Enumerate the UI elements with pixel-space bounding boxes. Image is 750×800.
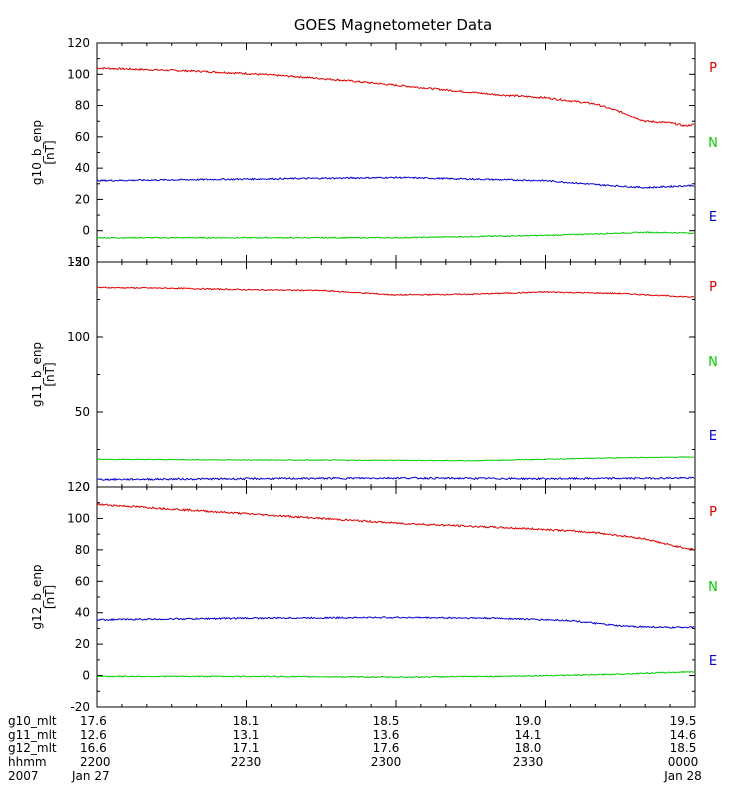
footer-value: 2300	[371, 755, 402, 769]
panel-1: -20 0 20 40 60 80 100 120 g10_b_enp [nT] P N E	[30, 36, 718, 269]
footer-value: 0000	[668, 755, 699, 769]
footer-value: 14.6	[670, 728, 697, 742]
y-tick-label: 80	[75, 543, 90, 557]
y-tick-label: 0	[82, 224, 90, 238]
y-axis-units: [nT]	[43, 362, 57, 386]
series-label-N: N	[708, 355, 718, 370]
series-line-E	[96, 476, 695, 481]
footer-value: 17.6	[80, 714, 107, 728]
footer-row-label: g11_mlt	[8, 728, 57, 742]
footer-value: 2200	[80, 755, 111, 769]
chart-title: GOES Magnetometer Data	[294, 16, 492, 34]
footer-value: 18.1	[233, 714, 260, 728]
y-tick-label: 40	[75, 606, 90, 620]
series-label-P: P	[709, 505, 717, 520]
series-line-N	[96, 231, 695, 239]
series-label-P: P	[709, 280, 717, 295]
footer-row-label: hhmm	[8, 755, 47, 769]
y-tick-label: 120	[67, 480, 90, 494]
series-line-N	[96, 670, 695, 679]
footer-row-label: 2007	[8, 769, 39, 783]
footer-date: Jan 27	[71, 769, 110, 783]
footer-value: 18.0	[515, 741, 542, 755]
footer-value: 13.6	[373, 728, 400, 742]
footer-value: 17.1	[233, 741, 260, 755]
footer-value: 16.6	[80, 741, 107, 755]
footer-value: 14.1	[515, 728, 542, 742]
series-label-E: E	[709, 654, 717, 669]
series-label-P: P	[709, 61, 717, 76]
series-label-E: E	[709, 429, 717, 444]
y-tick-label: 0	[82, 669, 90, 683]
y-tick-label: -20	[70, 700, 90, 714]
footer-date: Jan 28	[663, 769, 702, 783]
y-axis-label: g10_b_enp	[30, 120, 44, 185]
y-tick-label: 100	[67, 511, 90, 525]
y-tick-label: 100	[67, 67, 90, 81]
chart-footer: g10_mlt 17.6 18.1 18.5 19.0 19.5 g11_mlt 12.6 13…	[8, 714, 702, 783]
footer-row-label: g12_mlt	[8, 741, 57, 755]
y-axis-units: [nT]	[43, 585, 57, 609]
y-tick-label: 150	[67, 255, 90, 269]
y-tick-label: 20	[75, 637, 90, 651]
y-axis-label: g12_b_enp	[30, 564, 44, 629]
y-tick-label: 50	[75, 405, 90, 419]
panel-frame	[96, 261, 696, 488]
series-line-P	[96, 66, 695, 128]
footer-value: 2330	[513, 755, 544, 769]
footer-value: 13.1	[233, 728, 260, 742]
footer-row-label: g10_mlt	[8, 714, 57, 728]
panel-3: -20 0 20 40 60 80 100 120 g12_b_enp [nT] P N E	[30, 480, 718, 714]
y-tick-label: 80	[75, 99, 90, 113]
series-line-E	[96, 616, 695, 629]
series-line-P	[96, 286, 695, 298]
series-label-N: N	[708, 136, 718, 151]
footer-value: 12.6	[80, 728, 107, 742]
y-tick-label: 20	[75, 192, 90, 206]
y-tick-label: -20	[70, 255, 90, 269]
series-line-P	[96, 502, 695, 551]
footer-value: 18.5	[373, 714, 400, 728]
footer-value: 2230	[231, 755, 262, 769]
y-axis-label: g11_b_enp	[30, 342, 44, 407]
series-label-N: N	[708, 580, 718, 595]
y-tick-label: 0	[82, 480, 90, 494]
y-tick-label: 100	[67, 330, 90, 344]
series-line-E	[96, 175, 695, 189]
y-tick-label: 60	[75, 574, 90, 588]
footer-value: 19.0	[515, 714, 542, 728]
y-axis-units: [nT]	[43, 140, 57, 164]
series-label-E: E	[709, 210, 717, 225]
footer-value: 18.5	[670, 741, 697, 755]
footer-value: 17.6	[373, 741, 400, 755]
footer-value: 19.5	[670, 714, 697, 728]
panel-2: 0 50 100 150 g11_b_enp [nT] P N E	[30, 255, 718, 494]
y-tick-label: 40	[75, 161, 90, 175]
y-tick-label: 120	[67, 36, 90, 50]
y-tick-label: 60	[75, 130, 90, 144]
series-line-N	[96, 456, 695, 462]
panel-frame	[96, 42, 696, 263]
